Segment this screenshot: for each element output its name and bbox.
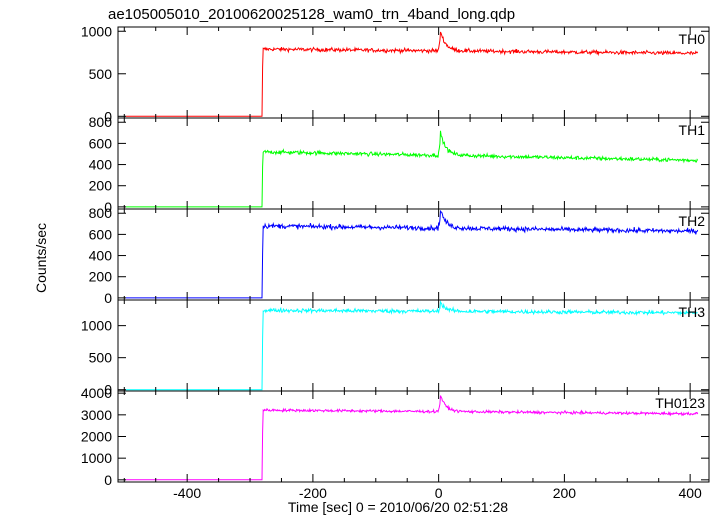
y-tick-label: 4000 [81, 385, 112, 401]
panel-label-th1: TH1 [679, 122, 706, 138]
y-tick-label: 2000 [81, 429, 112, 445]
y-tick-label: 500 [89, 66, 113, 82]
chart-title: ae105005010_20100620025128_wam0_trn_4ban… [108, 6, 515, 23]
y-tick-label: 800 [89, 114, 113, 130]
series-line-th2 [125, 209, 699, 299]
y-tick-label: 1000 [81, 318, 112, 334]
x-tick-label: 0 [435, 485, 443, 501]
panel-label-th3: TH3 [679, 304, 706, 320]
y-tick-label: 1000 [81, 23, 112, 39]
panel-th0123: 0 1000 2000 3000 4000 TH0123 [81, 385, 710, 488]
x-tick-label: -200 [299, 485, 327, 501]
x-axis: -400 -200 0 200 400 [173, 485, 702, 501]
y-axis-label: Counts/sec [33, 223, 49, 293]
x-tick-label: 400 [678, 485, 702, 501]
y-tick-label: 1000 [81, 450, 112, 466]
y-tick-label: 3000 [81, 407, 112, 423]
y-tick-label: 800 [89, 205, 113, 221]
panel-frame [117, 117, 710, 210]
panel-th2: 0 200 400 600 800 TH2 [89, 205, 710, 306]
panel-frame [117, 208, 710, 301]
series-line-th1 [125, 130, 699, 208]
y-tick-label: 600 [89, 226, 113, 242]
y-tick-label: 0 [104, 290, 112, 306]
y-tick-label: 600 [89, 135, 113, 151]
series-line-th3 [125, 300, 698, 391]
series-line-th0123 [125, 395, 699, 481]
y-tick-label: 200 [89, 269, 113, 285]
panel-label-th0: TH0 [679, 31, 706, 47]
panel-th3: 0 500 1000 TH3 [81, 299, 710, 398]
y-tick-label: 400 [89, 248, 113, 264]
panel-th0: 0 500 1000 TH0 [81, 23, 710, 124]
y-tick-label: 500 [89, 350, 113, 366]
panel-label-th0123: TH0123 [655, 395, 705, 411]
y-tick-label: 400 [89, 157, 113, 173]
y-tick-label: 0 [104, 472, 112, 488]
y-tick-label: 200 [89, 178, 113, 194]
y-tick-label: 0 [104, 382, 112, 398]
series-line-th0 [125, 31, 699, 117]
panel-frame [117, 390, 710, 483]
panels-group: 0 500 1000 TH0 0 200 400 600 800 TH1 0 200 400 600 800… [81, 23, 710, 488]
x-tick-label: 200 [553, 485, 577, 501]
x-axis-label: Time [sec] 0 = 2010/06/20 02:51:28 [288, 499, 508, 515]
panel-label-th2: TH2 [679, 213, 706, 229]
y-tick-label: 0 [104, 199, 112, 215]
y-tick-label: 0 [104, 108, 112, 124]
x-tick-label: -400 [173, 485, 201, 501]
panel-th1: 0 200 400 600 800 TH1 [89, 114, 710, 215]
panel-frame [117, 26, 710, 119]
